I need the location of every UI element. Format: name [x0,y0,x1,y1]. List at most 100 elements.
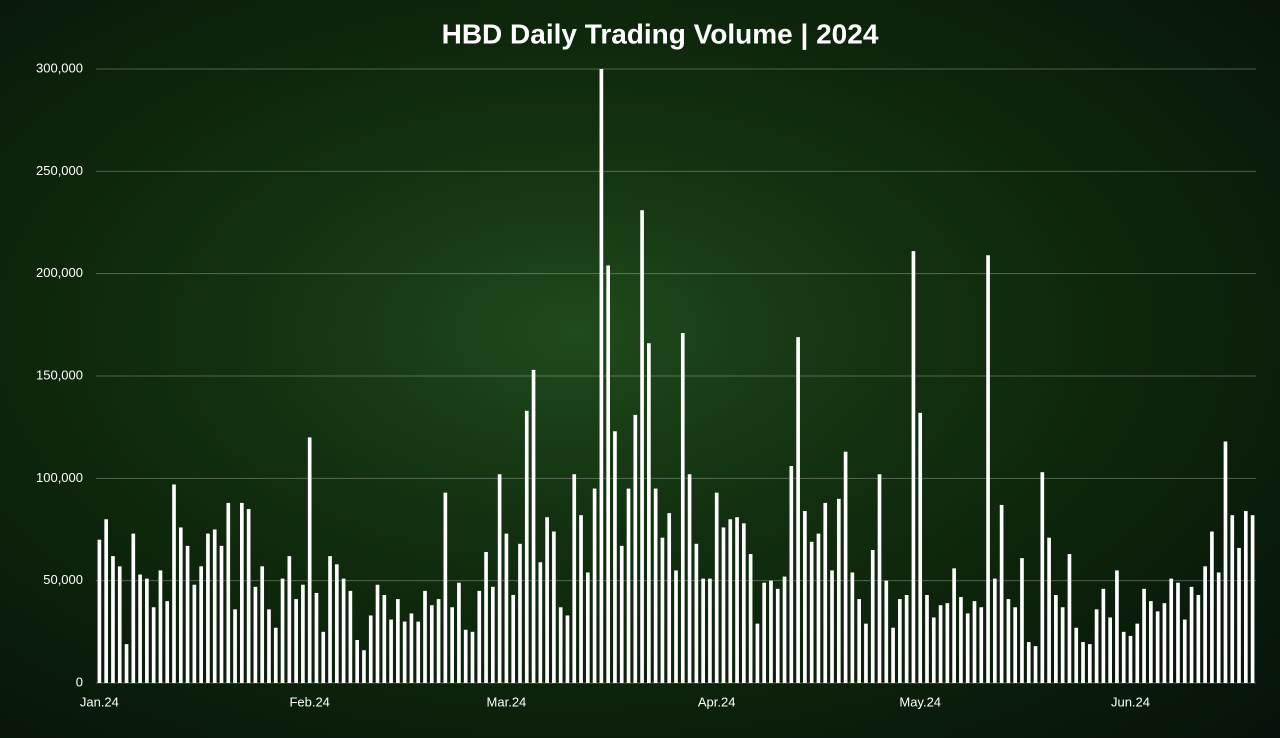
y-tick-label: 0 [76,674,83,689]
bar [565,615,570,683]
bar [918,412,923,683]
bar [362,650,366,683]
bar [694,543,699,683]
x-tick-label: May.24 [899,694,941,709]
bar [280,578,285,683]
bar [178,527,183,683]
y-tick-label: 150,000 [36,367,83,382]
bar [728,519,733,683]
bar [294,599,298,683]
bar [341,578,346,683]
bar [687,474,692,683]
bar [1128,635,1133,683]
y-tick-label: 200,000 [36,265,83,280]
bar [1026,642,1031,683]
bar [1216,572,1221,683]
bar [165,601,170,683]
bar [1135,623,1140,683]
x-tick-label: Mar.24 [487,694,527,709]
bar [497,474,502,683]
x-tick-label: Apr.24 [698,694,736,709]
bar [219,545,224,683]
y-tick-label: 50,000 [43,572,83,587]
bar [192,584,197,683]
bar [1210,531,1214,683]
bar [789,466,794,683]
bar [1040,472,1045,683]
bar [911,251,916,684]
bar [769,580,773,683]
bar [1121,631,1126,683]
bar [1074,627,1079,683]
bar [830,570,834,683]
bar [836,498,841,683]
bar [470,631,475,683]
bar [531,369,536,683]
bar [151,607,156,683]
bar [1230,515,1235,683]
bar [1142,588,1146,683]
bar [762,582,767,683]
chart-title: HBD Daily Trading Volume | 2024 [442,18,879,49]
bar [124,644,129,683]
bar [1196,594,1201,683]
bar [850,572,855,683]
bar [870,549,875,683]
bar [1006,599,1011,683]
bar [931,617,936,683]
bar [1067,554,1072,683]
bar [965,613,970,683]
bar [1020,558,1024,683]
bar [938,605,943,683]
bar [1094,609,1099,683]
bar [660,537,665,683]
bar [301,584,305,683]
bar [823,502,828,683]
bar [796,337,800,683]
bar [898,599,902,683]
bar [287,556,292,683]
bar [585,572,590,683]
bar [572,474,577,683]
bar [640,210,644,683]
bar [986,255,990,683]
y-tick-label: 100,000 [36,470,83,485]
bar [226,502,231,683]
bar [491,586,495,683]
bar [518,543,522,683]
bar [647,343,651,683]
bar [992,578,997,683]
bar [999,504,1004,683]
bar [1237,547,1241,683]
bar [891,627,895,683]
bar [402,621,407,683]
bar [592,488,597,683]
bar [952,568,956,683]
bar [782,576,787,683]
bar [185,545,190,683]
bar [972,601,977,683]
bar [1115,570,1119,683]
bar [1033,646,1038,683]
bar [748,554,753,683]
bar [599,69,604,683]
bar [273,627,278,683]
bar [382,594,387,683]
bar [613,431,617,683]
bar [368,615,373,683]
bar [1176,582,1180,683]
x-tick-label: Feb.24 [289,694,329,709]
bar [246,509,251,683]
bar [199,566,203,683]
bar [1250,515,1255,683]
bar [409,613,414,683]
bar [1169,578,1174,683]
bar [131,533,136,683]
bar [884,580,889,683]
bar [389,619,393,683]
bar [396,599,400,683]
x-tick-label: Jan.24 [80,694,119,709]
bar [680,333,685,683]
bar [979,607,984,683]
